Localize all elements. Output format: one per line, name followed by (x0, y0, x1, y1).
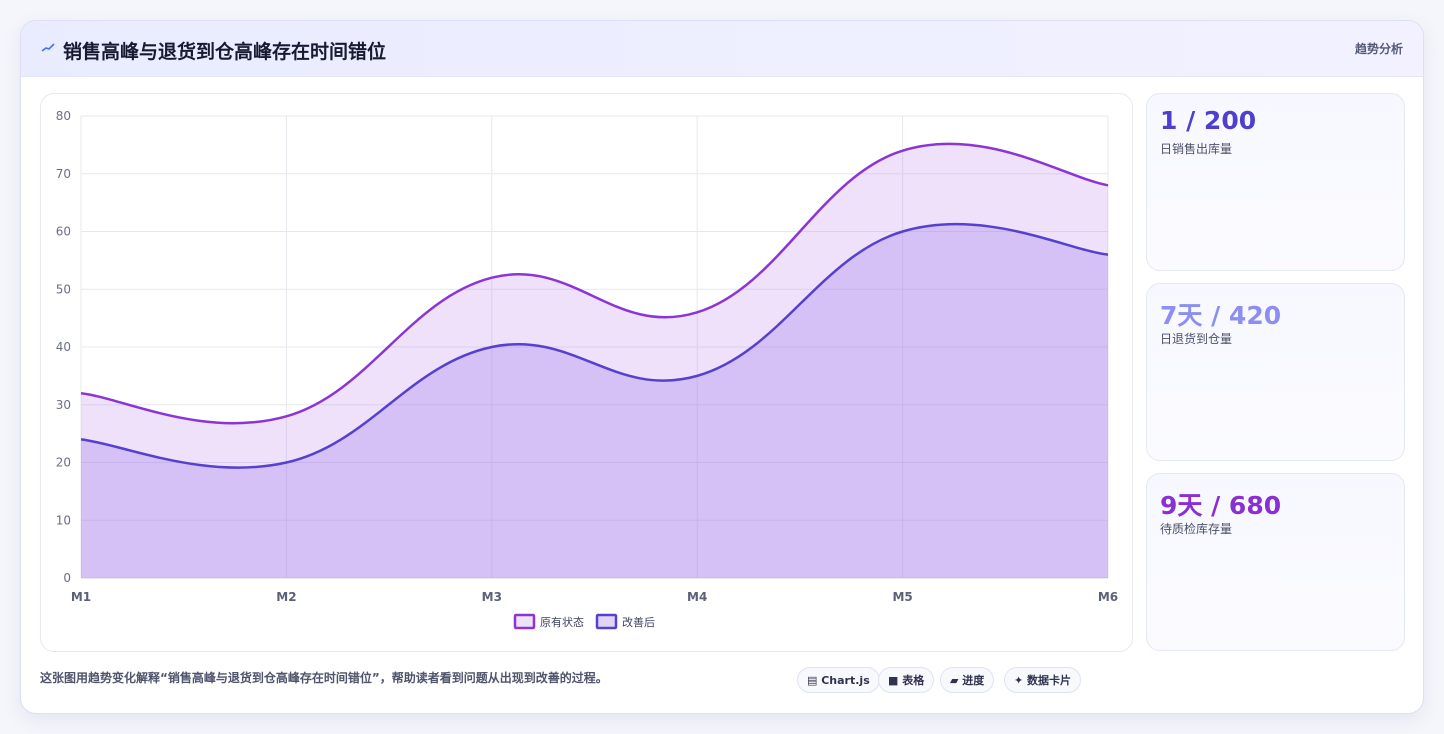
y-tick-label: 10 (56, 513, 71, 527)
area-chart: 0 10 20 30 40 50 60 70 80 M1 M2 M3 M4 M5 M6 原有状态 改善后 (56, 109, 1118, 630)
card-header: 销售高峰与退货到仓高峰存在时间错位 趋势分析 (21, 21, 1423, 77)
legend-swatch (595, 613, 618, 630)
header-tag: 趋势分析 (1354, 42, 1403, 56)
stat-label: 日退货到仓量 (1160, 332, 1233, 346)
stat-label: 日销售出库量 (1160, 142, 1233, 156)
report-card: 销售高峰与退货到仓高峰存在时间错位 趋势分析 0 10 20 30 40 50 60 70 80… (20, 20, 1424, 714)
series-line (80, 222, 1109, 469)
chip-label: 表格 (902, 674, 925, 687)
x-tick-label: M4 (687, 590, 707, 604)
stat-card-returns: 7天 / 420 日退货到仓量 (1146, 283, 1405, 461)
stat-value: 1 / 200 (1160, 106, 1257, 135)
legend-label: 改善后 (622, 615, 655, 629)
y-tick-label: 60 (56, 225, 71, 239)
x-tick-label: M6 (1098, 590, 1118, 604)
stat-card-sales: 1 / 200 日销售出库量 (1146, 93, 1405, 271)
x-tick-label: M5 (892, 590, 912, 604)
legend-swatch (513, 613, 536, 630)
y-tick-label: 50 (56, 282, 71, 296)
series-area (81, 224, 1108, 578)
y-tick-label: 20 (56, 456, 71, 470)
x-tick-label: M1 (71, 590, 91, 604)
chip-chartjs[interactable]: ▤ Chart.js (797, 667, 880, 693)
chip-label: Chart.js (821, 674, 870, 687)
y-tick-label: 30 (56, 398, 71, 412)
chip-data-cards[interactable]: ✦ 数据卡片 (1004, 667, 1082, 693)
stat-value: 7天 / 420 (1160, 301, 1282, 330)
progress-icon: ▰ (950, 674, 963, 687)
legend-label: 原有状态 (540, 615, 584, 629)
y-tick-label: 0 (63, 571, 71, 585)
chart-description: 这张图用趋势变化解释“销售高峰与退货到仓高峰存在时间错位”，帮助读者看到问题从出… (40, 671, 608, 685)
sparkle-icon: ✦ (1014, 674, 1028, 687)
trend-line-icon (41, 43, 55, 52)
y-tick-label: 40 (56, 340, 71, 354)
table-icon: ■ (888, 674, 903, 687)
chip-label: 进度 (962, 674, 985, 687)
chip-progress[interactable]: ▰ 进度 (940, 667, 995, 693)
chip-table[interactable]: ■ 表格 (878, 667, 935, 693)
stat-label: 待质检库存量 (1160, 522, 1233, 536)
page-title: 销售高峰与退货到仓高峰存在时间错位 (63, 41, 387, 63)
series-line (80, 142, 1109, 425)
chart-icon: ▤ (807, 674, 822, 687)
stat-value: 9天 / 680 (1160, 491, 1282, 520)
x-tick-label: M3 (482, 590, 502, 604)
series-area (81, 143, 1108, 578)
y-tick-label: 80 (56, 109, 71, 123)
chip-label: 数据卡片 (1027, 674, 1072, 687)
x-tick-label: M2 (276, 590, 296, 604)
chart-panel: 0 10 20 30 40 50 60 70 80 M1 M2 M3 M4 M5 M6 原有状态 改善后 (40, 93, 1133, 652)
y-tick-label: 70 (56, 167, 71, 181)
stat-card-inspection: 9天 / 680 待质检库存量 (1146, 473, 1405, 651)
